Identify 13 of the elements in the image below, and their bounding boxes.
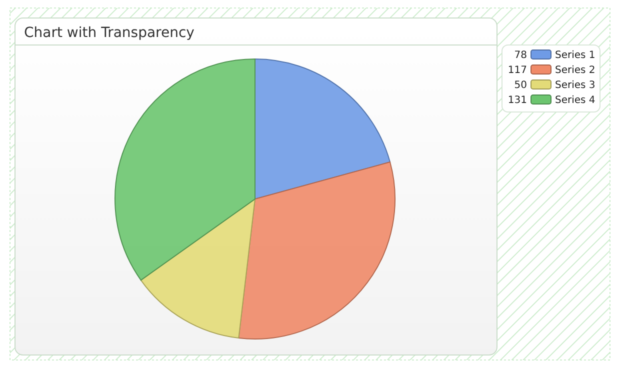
legend-label: Series 2 <box>555 65 596 76</box>
legend-label: Series 3 <box>555 80 596 91</box>
legend-label: Series 1 <box>555 50 596 61</box>
data-label: 50 <box>514 80 527 91</box>
pie-slice <box>238 162 396 340</box>
pie-slice <box>114 58 256 281</box>
data-label: 131 <box>508 95 527 106</box>
chart-title: Chart with Transparency <box>24 25 194 41</box>
pie-slice <box>140 198 256 339</box>
pie-slice <box>254 58 391 200</box>
legend-label: Series 4 <box>555 95 596 106</box>
data-label: 78 <box>514 50 527 61</box>
data-label: 117 <box>508 65 527 76</box>
